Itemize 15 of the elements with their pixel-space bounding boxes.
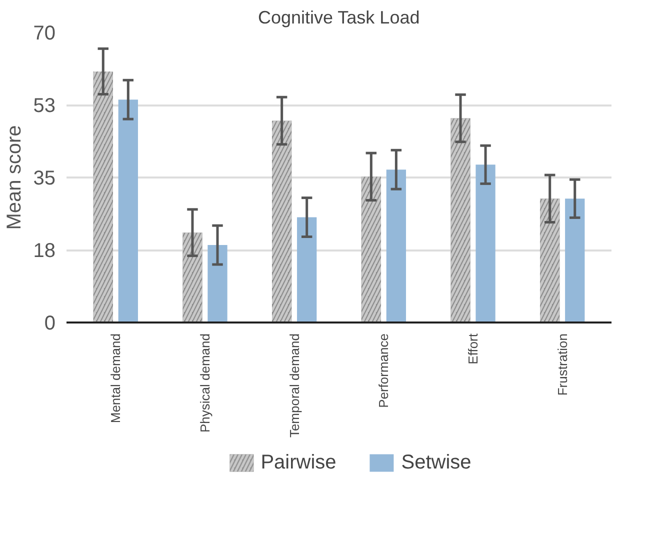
x-tick-label: Effort — [466, 333, 481, 364]
legend-label: Setwise — [401, 451, 472, 474]
y-axis-title: Mean score — [3, 125, 26, 230]
x-tick-label: Performance — [376, 334, 392, 408]
x-tick-label: Temporal demand — [286, 333, 302, 438]
y-tick-label: 35 — [33, 168, 56, 190]
y-tick-label: 0 — [44, 312, 56, 334]
x-tick-label: Frustration — [554, 333, 570, 396]
y-tick-label: 18 — [33, 240, 56, 262]
legend-label: Pairwise — [260, 451, 336, 474]
y-tick-label: 70 — [33, 22, 56, 44]
x-tick-label: Physical demand — [197, 334, 212, 432]
x-tick-label: Mental demand — [108, 333, 124, 424]
y-tick-label: 53 — [33, 95, 56, 117]
chart-title: Cognitive Task Load — [258, 8, 420, 28]
